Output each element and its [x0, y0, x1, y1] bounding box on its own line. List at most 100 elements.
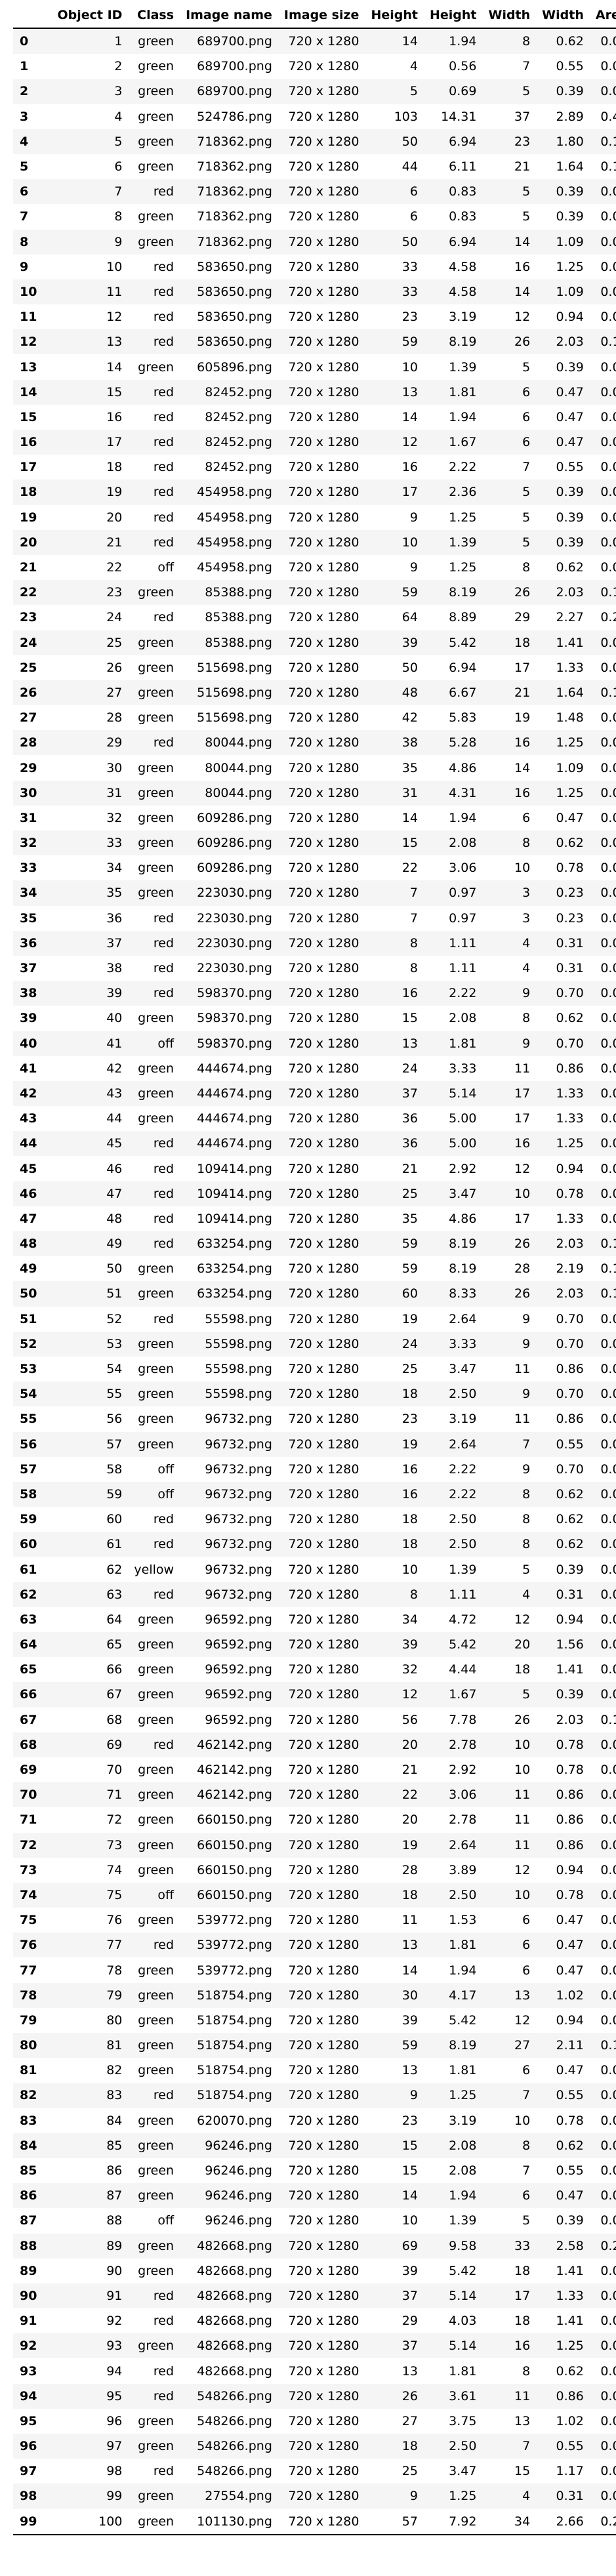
table-cell: 14: [365, 2183, 424, 2209]
table-cell: 720 x 1280: [288, 310, 359, 325]
column-header: Class: [137, 8, 175, 22]
table-cell: 583650.png: [180, 279, 278, 305]
table-cell: 85388.png: [180, 580, 278, 605]
row-index: 67: [20, 1712, 37, 1727]
table-cell: 0.05: [600, 760, 616, 775]
table-cell: 7.92: [449, 2514, 477, 2529]
table-cell: 720 x 1280: [288, 2314, 359, 2329]
table-cell: green: [138, 810, 175, 825]
table-row: 66 67 green 96592.png 720 x 1280 12 1.67 5 0.39 0…: [13, 1682, 616, 1707]
table-cell: 6.94: [449, 660, 477, 675]
table-row: 8 9 green 718362.png 720 x 1280 50 6.94 14 1.09 0…: [13, 229, 616, 255]
table-row: 70 71 green 462142.png 720 x 1280 22 3.06 11 0.8…: [13, 1782, 616, 1808]
table-cell: 13: [51, 329, 129, 355]
row-index: 64: [13, 1632, 52, 1658]
table-cell: 6.94: [423, 129, 483, 154]
table-cell: 0.62: [556, 560, 584, 575]
table-cell: 30: [106, 760, 123, 775]
row-index: 37: [20, 961, 37, 976]
table-cell: 11: [482, 1782, 537, 1808]
table-cell: 2.78: [449, 1812, 477, 1828]
table-cell: green: [138, 2413, 175, 2428]
table-cell: 1.56: [536, 1632, 590, 1658]
table-cell: 24: [401, 1061, 418, 1076]
table-cell: red: [128, 1231, 180, 1257]
table-cell: 62: [106, 1562, 123, 1577]
table-cell: 20: [482, 1632, 537, 1658]
table-row: 43 44 green 444674.png 720 x 1280 36 5.00 17 1.3…: [13, 1106, 616, 1131]
table-cell: 69: [365, 2233, 424, 2259]
table-cell: 23: [401, 1412, 418, 1427]
table-row: 3 4 green 524786.png 720 x 1280 103 14.31 37 2.8…: [13, 104, 616, 129]
table-cell: 0.17: [589, 1281, 616, 1307]
table-row: 86 87 green 96246.png 720 x 1280 14 1.94 6 0.47 0…: [13, 2183, 616, 2209]
table-cell: 7: [522, 2163, 531, 2178]
table-cell: 46: [106, 1161, 123, 1176]
table-row: 20 21 red 454958.png 720 x 1280 10 1.39 5 0.39 0.…: [13, 529, 616, 555]
table-cell: green: [128, 630, 180, 655]
table-cell: 57: [401, 2514, 418, 2529]
table-cell: 0.55: [556, 2163, 584, 2178]
table-row: 68 69 red 462142.png 720 x 1280 20 2.78 10 0.78 0…: [13, 1732, 616, 1757]
column-header: Width: [542, 8, 584, 22]
row-index: 81: [20, 2063, 37, 2078]
table-cell: 1.80: [536, 129, 590, 154]
table-cell: 720 x 1280: [288, 2464, 359, 2479]
table-cell: 32: [401, 1662, 418, 1677]
table-cell: 720 x 1280: [288, 1763, 359, 1778]
table-cell: 1.17: [556, 2464, 584, 2479]
table-cell: 0.05: [589, 780, 616, 806]
table-cell: 6: [522, 2063, 531, 2078]
table-cell: 1.11: [449, 961, 477, 976]
table-cell: 96592.png: [205, 1712, 272, 1727]
table-cell: 34: [401, 1612, 418, 1627]
row-index: 70: [13, 1782, 52, 1808]
row-index: 93: [20, 2363, 37, 2379]
table-cell: 55598.png: [205, 1362, 272, 1377]
table-cell: 1.41: [556, 2263, 584, 2278]
row-index: 76: [13, 1932, 52, 1958]
table-cell: 6: [522, 1963, 531, 1978]
table-row: 10 11 red 583650.png 720 x 1280 33 4.58 14 1.09 0…: [13, 279, 616, 305]
table-cell: 0.01: [589, 1031, 616, 1056]
table-cell: 5: [522, 209, 531, 224]
table-cell: 720 x 1280: [277, 1632, 365, 1658]
table-cell: 16: [482, 2333, 537, 2359]
table-cell: green: [138, 2063, 175, 2078]
table-cell: red: [128, 2383, 180, 2409]
table-cell: 33: [365, 279, 424, 305]
table-cell: 9: [482, 1331, 537, 1357]
table-cell: 6: [365, 179, 424, 205]
table-cell: 609286.png: [197, 861, 272, 876]
table-cell: 0.21: [600, 2514, 616, 2529]
table-row: 72 73 green 660150.png 720 x 1280 19 2.64 11 0.8…: [13, 1832, 616, 1858]
table-cell: 42: [401, 710, 418, 726]
row-index: 74: [13, 1882, 52, 1908]
row-index: 61: [20, 1562, 37, 1577]
table-cell: 16: [482, 780, 537, 806]
table-row: 76 77 red 539772.png 720 x 1280 13 1.81 6 0.47 0.…: [13, 1932, 616, 1958]
table-cell: 720 x 1280: [288, 1712, 359, 1727]
table-cell: 8: [522, 1011, 531, 1026]
table-cell: 444674.png: [180, 1080, 278, 1107]
table-cell: 0.47: [536, 430, 590, 455]
table-cell: 27554.png: [180, 2484, 278, 2509]
table-cell: 0.03: [589, 1782, 616, 1808]
table-cell: 36: [106, 910, 123, 926]
table-cell: 0.39: [536, 179, 590, 205]
row-index: 58: [13, 1481, 52, 1507]
table-cell: 6: [482, 430, 537, 455]
table-cell: 223030.png: [197, 961, 272, 976]
table-cell: 0.01: [589, 1682, 616, 1707]
table-cell: 720 x 1280: [277, 1431, 365, 1457]
table-cell: 0.39: [556, 2213, 584, 2228]
table-cell: 0.55: [556, 59, 584, 74]
table-cell: 7: [522, 59, 531, 74]
table-row: 44 45 red 444674.png 720 x 1280 36 5.00 16 1.25 0…: [13, 1131, 616, 1156]
table-cell: 20: [401, 1812, 418, 1828]
table-cell: 0.86: [536, 1782, 590, 1808]
table-cell: 720 x 1280: [288, 2213, 359, 2228]
table-cell: 3.75: [449, 2413, 477, 2428]
table-cell: green: [128, 1281, 180, 1307]
